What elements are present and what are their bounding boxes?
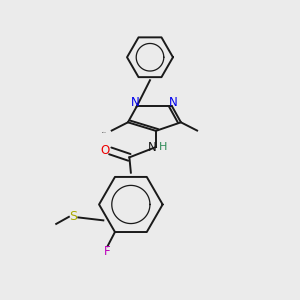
Text: N: N xyxy=(148,141,157,154)
Text: O: O xyxy=(100,144,110,157)
Text: F: F xyxy=(104,245,111,258)
Text: N: N xyxy=(169,96,178,110)
Text: N: N xyxy=(131,96,140,110)
Text: methyl: methyl xyxy=(102,131,107,133)
Text: H: H xyxy=(159,142,167,152)
Text: S: S xyxy=(70,210,78,223)
